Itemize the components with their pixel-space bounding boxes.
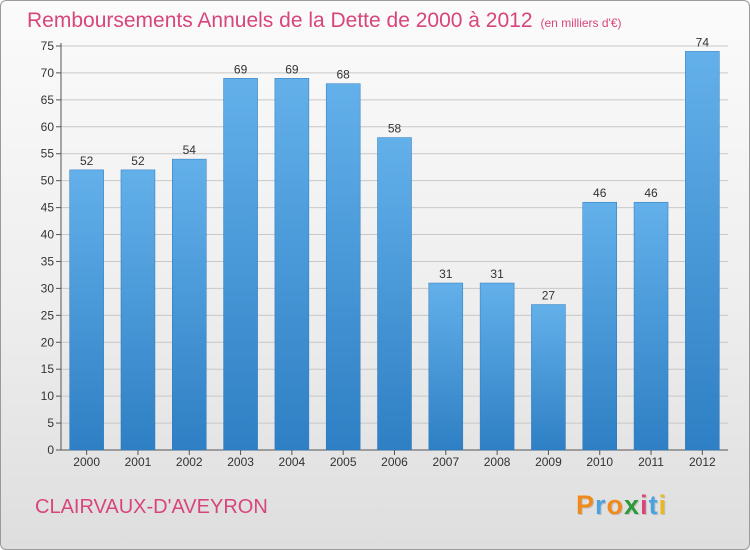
x-tick-label: 2007 — [432, 455, 459, 469]
bars — [69, 51, 720, 451]
bar — [172, 158, 207, 451]
bar — [69, 169, 104, 451]
bar — [120, 169, 156, 451]
labels: 52 2000 52 2001 54 2002 69 2003 69 2004 68 2005 58 20… — [73, 35, 716, 469]
y-tick-label: 15 — [41, 362, 55, 376]
bar — [479, 282, 515, 451]
bar-value-label: 69 — [234, 62, 248, 76]
chart-subtitle: (en milliers d'€) — [540, 16, 622, 30]
bar-value-label: 58 — [388, 122, 402, 136]
bar-value-label: 52 — [131, 154, 145, 168]
y-tick-label: 25 — [41, 308, 55, 322]
y-tick-label: 55 — [41, 147, 55, 161]
logo-letter: t — [648, 490, 659, 520]
y-tick-label: 45 — [41, 201, 55, 215]
bar-value-label: 52 — [80, 154, 94, 168]
y-tick-label: 5 — [47, 416, 54, 430]
x-tick-label: 2010 — [586, 455, 613, 469]
y-tick-label: 50 — [41, 174, 55, 188]
bar — [377, 137, 412, 451]
x-tick-label: 2000 — [73, 455, 100, 469]
y-tick-label: 70 — [41, 66, 55, 80]
x-tick-label: 2002 — [176, 455, 203, 469]
x-tick-label: 2006 — [381, 455, 408, 469]
bar-value-label: 46 — [644, 186, 658, 200]
logo-letter: i — [640, 490, 649, 520]
bar-value-label: 69 — [285, 62, 299, 76]
y-tick-label: 35 — [41, 254, 55, 268]
bar-value-label: 31 — [439, 267, 453, 281]
city-name: CLAIRVAUX-D'AVEYRON — [35, 496, 268, 518]
x-tick-label: 2009 — [535, 455, 562, 469]
y-tick-label: 0 — [47, 443, 54, 457]
x-tick-label: 2004 — [279, 455, 306, 469]
bar — [428, 282, 464, 451]
y-tick-label: 30 — [41, 281, 55, 295]
y-tick-label: 40 — [41, 228, 55, 242]
y-tick-label: 20 — [41, 335, 55, 349]
bar — [325, 83, 361, 451]
bar — [223, 78, 258, 451]
bar — [531, 304, 566, 451]
bar — [582, 201, 617, 451]
x-tick-label: 2005 — [330, 455, 357, 469]
logo-letter: i — [658, 490, 668, 520]
chart-title: Remboursements Annuels de la Dette de 20… — [27, 9, 622, 33]
proxiti-logo[interactable]: Proxiti — [576, 490, 667, 521]
bar — [633, 201, 669, 451]
y-tick-label: 10 — [41, 389, 55, 403]
y-tick-label: 65 — [41, 93, 55, 107]
y-tick-label: 60 — [41, 120, 55, 134]
x-tick-label: 2011 — [638, 455, 664, 469]
x-tick-label: 2003 — [227, 455, 254, 469]
bar-value-label: 74 — [696, 35, 710, 49]
logo-letter: r — [595, 490, 607, 520]
bar-value-label: 31 — [490, 267, 504, 281]
bar-value-label: 46 — [593, 186, 607, 200]
bar-value-label: 54 — [183, 143, 197, 157]
x-tick-label: 2008 — [484, 455, 511, 469]
bar-value-label: 68 — [337, 68, 351, 82]
chart-title-text: Remboursements Annuels de la Dette de 20… — [27, 9, 533, 32]
bar — [274, 78, 310, 451]
bar-value-label: 27 — [542, 289, 556, 303]
x-tick-label: 2012 — [689, 455, 716, 469]
bar — [685, 51, 720, 451]
logo-letter: P — [576, 490, 596, 520]
logo-letter: x — [624, 490, 641, 520]
logo-letter: o — [606, 490, 625, 520]
y-tick-label: 75 — [41, 39, 55, 53]
x-tick-label: 2001 — [125, 455, 152, 469]
